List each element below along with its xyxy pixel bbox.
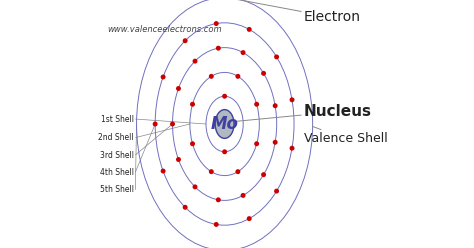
Circle shape xyxy=(241,193,246,198)
Circle shape xyxy=(161,74,165,79)
Circle shape xyxy=(190,141,195,146)
Circle shape xyxy=(176,157,181,162)
Circle shape xyxy=(161,169,165,174)
Circle shape xyxy=(261,172,266,177)
Circle shape xyxy=(153,122,158,126)
Text: Valence Shell: Valence Shell xyxy=(304,126,388,145)
Circle shape xyxy=(190,102,195,107)
Text: www.valenceelectrons.com: www.valenceelectrons.com xyxy=(108,25,222,34)
Text: 3rd Shell: 3rd Shell xyxy=(100,151,134,159)
Text: Mo: Mo xyxy=(210,115,238,133)
Circle shape xyxy=(182,205,188,210)
Circle shape xyxy=(290,146,294,151)
Text: 4th Shell: 4th Shell xyxy=(100,168,134,177)
Circle shape xyxy=(236,169,240,174)
Circle shape xyxy=(216,46,221,51)
Ellipse shape xyxy=(215,110,234,138)
Circle shape xyxy=(216,197,221,202)
Circle shape xyxy=(254,102,259,107)
Circle shape xyxy=(261,71,266,76)
Text: 5th Shell: 5th Shell xyxy=(100,185,134,194)
Circle shape xyxy=(192,59,198,64)
Circle shape xyxy=(247,216,252,221)
Circle shape xyxy=(209,74,214,79)
Circle shape xyxy=(192,184,198,189)
Circle shape xyxy=(273,103,278,108)
Text: 1st Shell: 1st Shell xyxy=(101,115,134,124)
Circle shape xyxy=(241,50,246,55)
Text: 2nd Shell: 2nd Shell xyxy=(99,133,134,142)
Circle shape xyxy=(176,86,181,91)
Circle shape xyxy=(214,222,219,227)
Circle shape xyxy=(222,94,227,99)
Circle shape xyxy=(214,21,219,26)
Circle shape xyxy=(182,38,188,43)
Circle shape xyxy=(209,169,214,174)
Text: Nucleus: Nucleus xyxy=(234,104,372,122)
Circle shape xyxy=(274,54,279,59)
Circle shape xyxy=(170,122,175,126)
Circle shape xyxy=(273,140,278,145)
Circle shape xyxy=(274,189,279,194)
Circle shape xyxy=(247,27,252,32)
Circle shape xyxy=(254,141,259,146)
Text: Electron: Electron xyxy=(227,0,361,24)
Circle shape xyxy=(236,74,240,79)
Circle shape xyxy=(222,149,227,154)
Circle shape xyxy=(290,97,294,102)
